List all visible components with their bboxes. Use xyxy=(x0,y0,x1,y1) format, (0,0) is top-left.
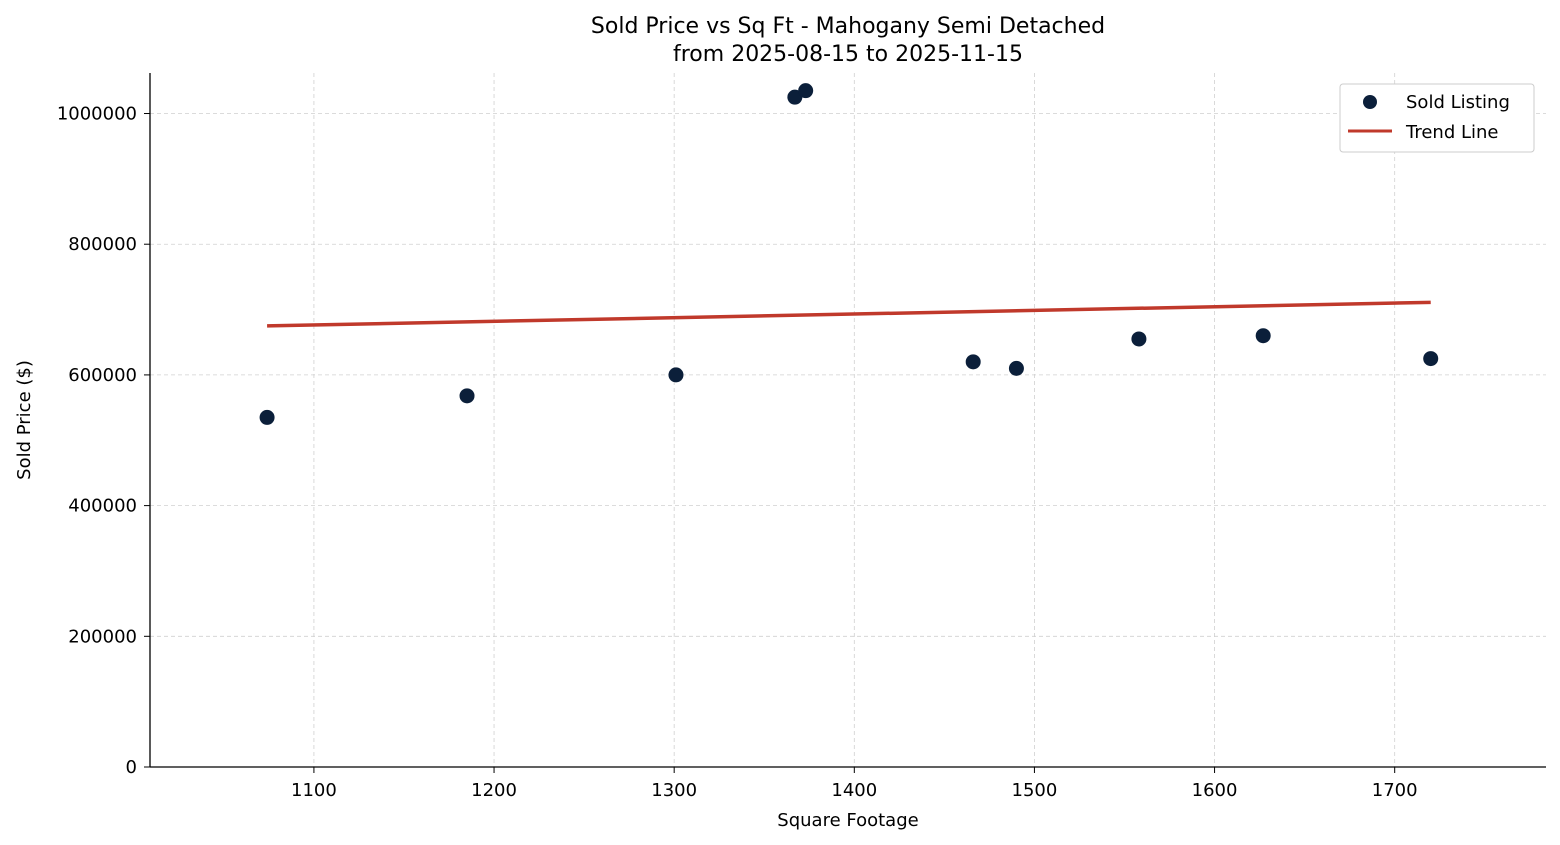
x-axis-ticks: 1100 1200 1300 1400 1500 1600 1700 xyxy=(291,767,1418,801)
x-tick-label: 1500 xyxy=(1012,780,1058,801)
data-point-sold-listing xyxy=(668,367,684,383)
y-tick-label: 200000 xyxy=(68,626,137,647)
legend-box xyxy=(1339,83,1535,153)
x-tick-label: 1300 xyxy=(651,780,697,801)
x-tick-label: 1700 xyxy=(1372,780,1418,801)
data-point-sold-listing xyxy=(1423,351,1439,367)
x-tick-label: 1100 xyxy=(291,780,337,801)
y-tick-label: 800000 xyxy=(68,234,137,255)
data-point-sold-listing xyxy=(259,409,275,425)
data-point-sold-listing xyxy=(1255,328,1271,344)
data-point-sold-listing xyxy=(1008,360,1024,376)
legend-label-trend-line: Trend Line xyxy=(1405,122,1499,143)
data-point-sold-listing xyxy=(787,89,803,105)
y-tick-label: 1000000 xyxy=(57,104,137,125)
legend: Sold Listing Trend Line xyxy=(1339,83,1535,153)
x-tick-label: 1400 xyxy=(831,780,877,801)
legend-marker-sold-listing xyxy=(1363,95,1377,109)
y-axis-ticks: 0 200000 400000 600000 800000 1000000 xyxy=(57,104,150,778)
chart-title: Sold Price vs Sq Ft - Mahogany Semi Deta… xyxy=(591,14,1105,39)
y-axis-label: Sold Price ($) xyxy=(14,360,35,480)
y-tick-label: 600000 xyxy=(68,365,137,386)
data-point-sold-listing xyxy=(459,388,475,404)
data-point-sold-listing xyxy=(798,83,814,99)
y-tick-label: 0 xyxy=(126,757,137,778)
plot-marks xyxy=(259,83,1439,425)
y-tick-label: 400000 xyxy=(68,496,137,517)
chart-subtitle: from 2025-08-15 to 2025-11-15 xyxy=(673,42,1023,67)
x-tick-label: 1200 xyxy=(471,780,517,801)
x-axis-label: Square Footage xyxy=(777,810,918,831)
legend-label-sold-listing: Sold Listing xyxy=(1406,92,1510,113)
grid xyxy=(150,73,1546,768)
data-point-sold-listing xyxy=(965,354,981,370)
data-point-sold-listing xyxy=(1131,331,1147,347)
x-tick-label: 1600 xyxy=(1192,780,1238,801)
trend-line xyxy=(267,300,1431,328)
